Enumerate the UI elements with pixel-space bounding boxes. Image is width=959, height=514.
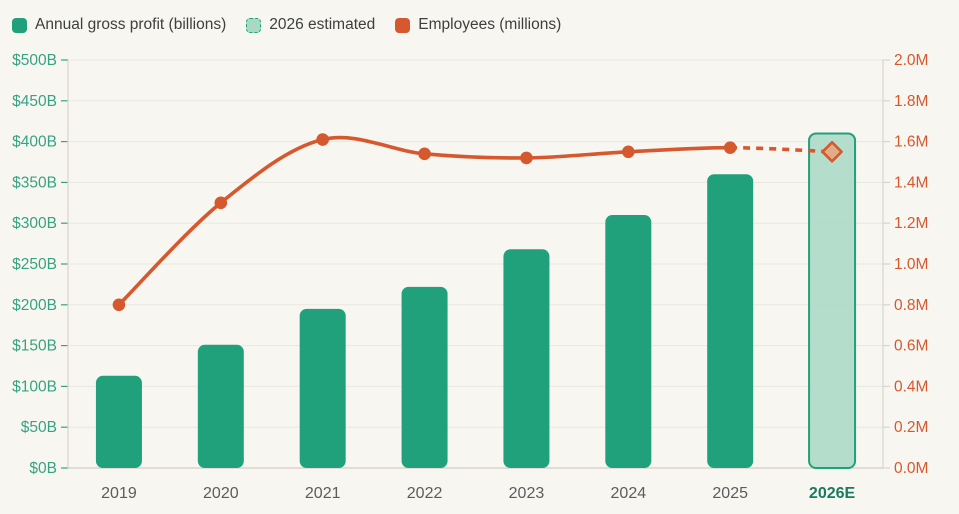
left-axis-tick-label: $350B: [12, 174, 57, 191]
gross-profit-swatch-icon: [12, 17, 27, 33]
left-axis-tick-label: $250B: [12, 256, 57, 273]
x-axis-label-2020: 2020: [203, 485, 239, 502]
employees-point-2021[interactable]: [316, 133, 329, 146]
gross-profit-bar-2020[interactable]: [197, 344, 244, 468]
legend-item-gross-profit[interactable]: Annual gross profit (billions): [12, 16, 226, 34]
legend-item-2026-estimated[interactable]: 2026 estimated: [246, 16, 375, 34]
right-axis-tick-label: 1.0M: [894, 256, 928, 273]
employees-point-2025[interactable]: [723, 141, 737, 155]
x-axis-label-2022: 2022: [407, 485, 443, 502]
right-axis-tick-label: 0.0M: [894, 460, 928, 477]
x-axis-label-2024: 2024: [611, 485, 647, 502]
legend-label-employees: Employees (millions): [418, 16, 562, 33]
legend-label-2026-estimated: 2026 estimated: [269, 16, 376, 33]
left-axis-tick-label: $500B: [12, 52, 57, 69]
left-axis-tick-label: $50B: [21, 419, 57, 436]
left-axis-tick-label: $100B: [12, 378, 57, 395]
gross-profit-bar-2023[interactable]: [503, 249, 550, 468]
gross-profit-bar-2022[interactable]: [401, 286, 448, 468]
left-axis-tick-label: $450B: [12, 93, 57, 110]
right-axis-tick-label: 1.2M: [894, 215, 928, 232]
x-axis-label-2026E: 2026E: [809, 485, 856, 502]
right-axis-tick-label: 0.8M: [894, 297, 928, 314]
gross-profit-bar-2019[interactable]: [95, 375, 142, 468]
right-axis-tick-label: 1.8M: [894, 93, 928, 110]
legend-item-employees[interactable]: Employees (millions): [395, 16, 561, 34]
left-axis-tick-label: $400B: [12, 134, 57, 151]
right-axis-tick-label: 0.6M: [894, 338, 928, 355]
x-axis-label-2021: 2021: [305, 485, 341, 502]
employees-swatch-icon: [395, 17, 411, 33]
employees-point-2022[interactable]: [418, 147, 431, 161]
left-axis-tick-label: $300B: [12, 215, 57, 232]
x-axis-label-2025: 2025: [712, 485, 748, 502]
employees-point-2024[interactable]: [622, 145, 635, 159]
right-axis-tick-label: 1.6M: [894, 134, 928, 151]
x-axis-label-2019: 2019: [101, 485, 137, 502]
employees-point-2020[interactable]: [214, 196, 228, 210]
employees-point-2023[interactable]: [520, 151, 533, 165]
left-axis-tick-label: $200B: [12, 297, 57, 314]
estimated-swatch-icon: [246, 17, 262, 33]
gross-profit-bar-2024[interactable]: [605, 215, 652, 468]
right-axis-tick-label: 2.0M: [894, 52, 928, 69]
chart-legend: Annual gross profit (billions) 2026 esti…: [12, 16, 561, 34]
legend-label-gross-profit: Annual gross profit (billions): [35, 16, 227, 33]
employees-point-2019[interactable]: [112, 298, 126, 312]
gross-profit-bar-2026E[interactable]: [808, 132, 857, 469]
right-axis-tick-label: 0.2M: [894, 419, 928, 436]
employees-estimated-diamond-icon[interactable]: [821, 141, 843, 163]
left-axis-tick-label: $150B: [12, 338, 57, 355]
gross-profit-bar-2021[interactable]: [299, 308, 346, 468]
left-axis-tick-label: $0B: [29, 460, 57, 477]
gross-profit-bar-2025[interactable]: [707, 174, 754, 469]
right-axis-tick-label: 1.4M: [894, 174, 928, 191]
right-axis-tick-label: 0.4M: [894, 378, 928, 395]
x-axis-label-2023: 2023: [509, 485, 545, 502]
